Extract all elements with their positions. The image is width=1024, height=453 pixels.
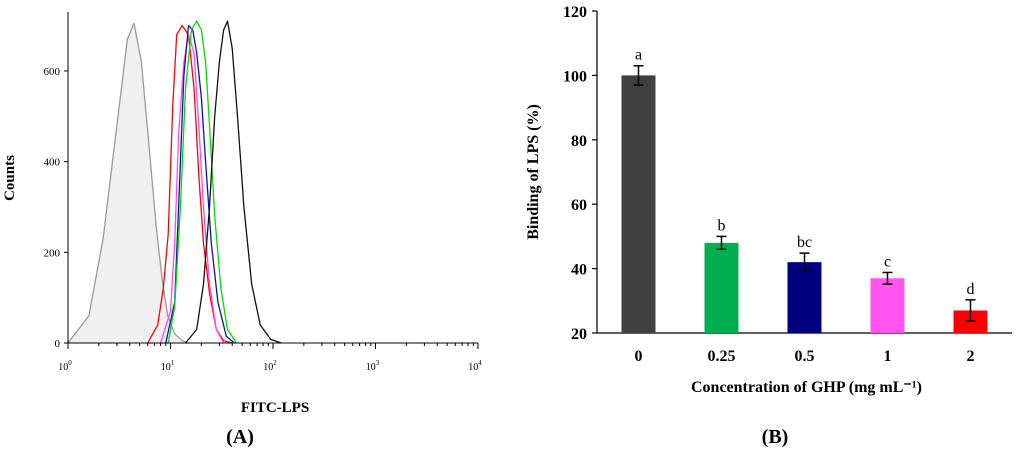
bar-1: [704, 242, 739, 333]
histogram-series-5: [184, 20, 282, 344]
bar-0: [621, 75, 656, 334]
y-tick-label-1: 40: [571, 262, 587, 279]
y-tick-label-1: 200: [44, 247, 61, 259]
significance-letter-1: b: [718, 217, 726, 234]
significance-letter-4: d: [967, 281, 975, 298]
x-tick-label-3: 1: [884, 348, 892, 365]
histogram-series-4: [167, 20, 238, 344]
significance-letter-2: bc: [797, 234, 812, 251]
x-axis-title: FITC-LPS: [241, 400, 309, 416]
y-axis-title: Counts: [2, 155, 18, 201]
y-tick-label-4: 100: [563, 68, 587, 85]
significance-letter-3: c: [884, 253, 891, 270]
x-tick-label-1: 0.25: [708, 348, 736, 365]
x-axis-title: Concentration of GHP (mg mL⁻¹): [691, 379, 922, 396]
y-tick-label-3: 80: [571, 133, 587, 150]
histogram-fill-0: [68, 23, 189, 344]
significance-letter-0: a: [635, 47, 642, 64]
x-tick-label-2: 102: [263, 359, 277, 373]
bar-chart-panel: 20 40 60 80 100 120 a 0 b 0.25 bc 0.5 c 1 d 2 Concentrat…: [525, 4, 1012, 396]
y-tick-label-0: 20: [571, 326, 587, 343]
bar-2: [787, 262, 822, 333]
x-tick-label-4: 2: [967, 348, 975, 365]
panel-b-label: (B): [762, 426, 789, 448]
histogram-series-3: [165, 24, 235, 344]
x-tick-label-2: 0.5: [795, 348, 815, 365]
y-tick-label-0: 0: [55, 338, 61, 350]
panel-a-label: (A): [226, 426, 254, 448]
histogram-series-2: [159, 34, 225, 344]
y-axis-title: Binding of LPS (%): [525, 104, 542, 240]
bar-3: [870, 278, 905, 333]
x-tick-label-4: 104: [468, 359, 482, 373]
x-tick-label-0: 100: [58, 359, 72, 373]
x-tick-label-0: 0: [635, 348, 643, 365]
x-tick-label-1: 101: [161, 359, 175, 373]
y-tick-label-2: 400: [44, 157, 61, 169]
histogram-panel: 0 200 400 600 100 101 102 103 104 FITC-LPS Counts: [2, 12, 482, 416]
x-tick-label-3: 103: [366, 359, 380, 373]
y-tick-label-2: 60: [571, 197, 587, 214]
y-tick-label-5: 120: [563, 4, 587, 21]
y-tick-label-3: 600: [44, 66, 61, 78]
histogram-series-0: [67, 22, 189, 344]
